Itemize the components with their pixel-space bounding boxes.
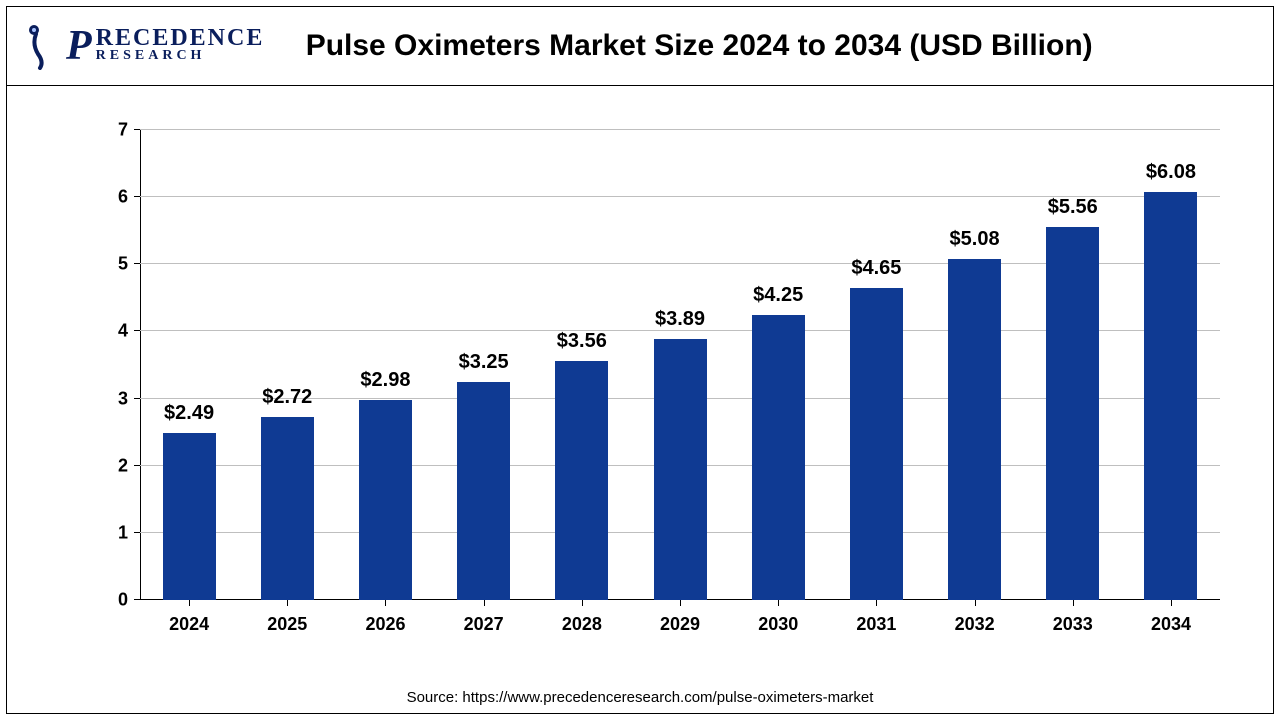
bar-slot: $3.252027 (435, 130, 533, 600)
chart-area: $2.492024$2.722025$2.982026$3.252027$3.5… (100, 130, 1220, 640)
bar-value-label: $4.25 (753, 284, 803, 307)
bar-value-label: $2.72 (262, 386, 312, 409)
x-tick-label: 2027 (464, 614, 504, 635)
bar: $4.65 (850, 288, 903, 600)
bar: $5.56 (1046, 227, 1099, 600)
logo: P RECEDENCE RESEARCH (26, 22, 264, 70)
bar-slot: $4.652031 (827, 130, 925, 600)
y-tick-mark (134, 599, 140, 600)
bar-slot: $2.492024 (140, 130, 238, 600)
x-tick-label: 2024 (169, 614, 209, 635)
bar-value-label: $2.98 (360, 369, 410, 392)
x-tick-label: 2030 (758, 614, 798, 635)
bar-value-label: $3.25 (459, 351, 509, 374)
x-tick-label: 2028 (562, 614, 602, 635)
x-tick-mark (1073, 600, 1074, 606)
x-tick-mark (778, 600, 779, 606)
chart-title: Pulse Oximeters Market Size 2024 to 2034… (264, 29, 1254, 63)
bar-value-label: $3.56 (557, 330, 607, 353)
y-tick-mark (134, 129, 140, 130)
y-tick-label: 0 (118, 590, 128, 611)
x-tick-label: 2033 (1053, 614, 1093, 635)
bar: $2.49 (163, 433, 216, 600)
bar-value-label: $5.56 (1048, 196, 1098, 219)
bar: $3.25 (457, 382, 510, 600)
x-tick-label: 2031 (856, 614, 896, 635)
y-tick-label: 3 (118, 388, 128, 409)
x-tick-mark (876, 600, 877, 606)
y-tick-mark (134, 465, 140, 466)
x-tick-label: 2034 (1151, 614, 1191, 635)
plot: $2.492024$2.722025$2.982026$3.252027$3.5… (140, 130, 1220, 600)
y-tick-label: 6 (118, 187, 128, 208)
bar: $4.25 (752, 315, 805, 600)
bar-value-label: $2.49 (164, 402, 214, 425)
bar: $2.72 (261, 417, 314, 600)
y-tick-label: 4 (118, 321, 128, 342)
logo-text-top: RECEDENCE (96, 28, 265, 50)
y-tick-mark (134, 330, 140, 331)
y-tick-mark (134, 532, 140, 533)
bar-value-label: $3.89 (655, 308, 705, 331)
x-tick-mark (385, 600, 386, 606)
bar-slot: $4.252030 (729, 130, 827, 600)
bar: $3.56 (555, 361, 608, 600)
x-tick-label: 2026 (365, 614, 405, 635)
bar: $2.98 (359, 400, 412, 600)
logo-text-bottom: RESEARCH (96, 50, 265, 63)
x-tick-label: 2025 (267, 614, 307, 635)
x-tick-mark (1171, 600, 1172, 606)
logo-p-glyph: P (66, 22, 92, 70)
bar-slot: $3.562028 (533, 130, 631, 600)
source-text: Source: https://www.precedenceresearch.c… (0, 689, 1280, 706)
x-tick-mark (680, 600, 681, 606)
x-tick-mark (287, 600, 288, 606)
y-tick-label: 5 (118, 254, 128, 275)
bar-slot: $2.722025 (238, 130, 336, 600)
y-tick-mark (134, 263, 140, 264)
bar-value-label: $6.08 (1146, 161, 1196, 184)
bar-slot: $3.892029 (631, 130, 729, 600)
x-tick-mark (975, 600, 976, 606)
bars: $2.492024$2.722025$2.982026$3.252027$3.5… (140, 130, 1220, 600)
bar-slot: $2.982026 (336, 130, 434, 600)
bar-slot: $5.082032 (926, 130, 1024, 600)
y-tick-label: 2 (118, 455, 128, 476)
y-tick-mark (134, 398, 140, 399)
bar-slot: $5.562033 (1024, 130, 1122, 600)
bar: $3.89 (654, 339, 707, 600)
x-tick-mark (582, 600, 583, 606)
x-tick-label: 2029 (660, 614, 700, 635)
bar: $6.08 (1144, 192, 1197, 600)
bar-value-label: $5.08 (950, 228, 1000, 251)
logo-icon (26, 22, 62, 70)
y-tick-mark (134, 196, 140, 197)
y-tick-label: 7 (118, 120, 128, 141)
x-tick-mark (189, 600, 190, 606)
x-tick-mark (484, 600, 485, 606)
y-tick-label: 1 (118, 522, 128, 543)
bar: $5.08 (948, 259, 1001, 600)
bar-value-label: $4.65 (851, 257, 901, 280)
bar-slot: $6.082034 (1122, 130, 1220, 600)
x-tick-label: 2032 (955, 614, 995, 635)
header: P RECEDENCE RESEARCH Pulse Oximeters Mar… (6, 6, 1274, 86)
